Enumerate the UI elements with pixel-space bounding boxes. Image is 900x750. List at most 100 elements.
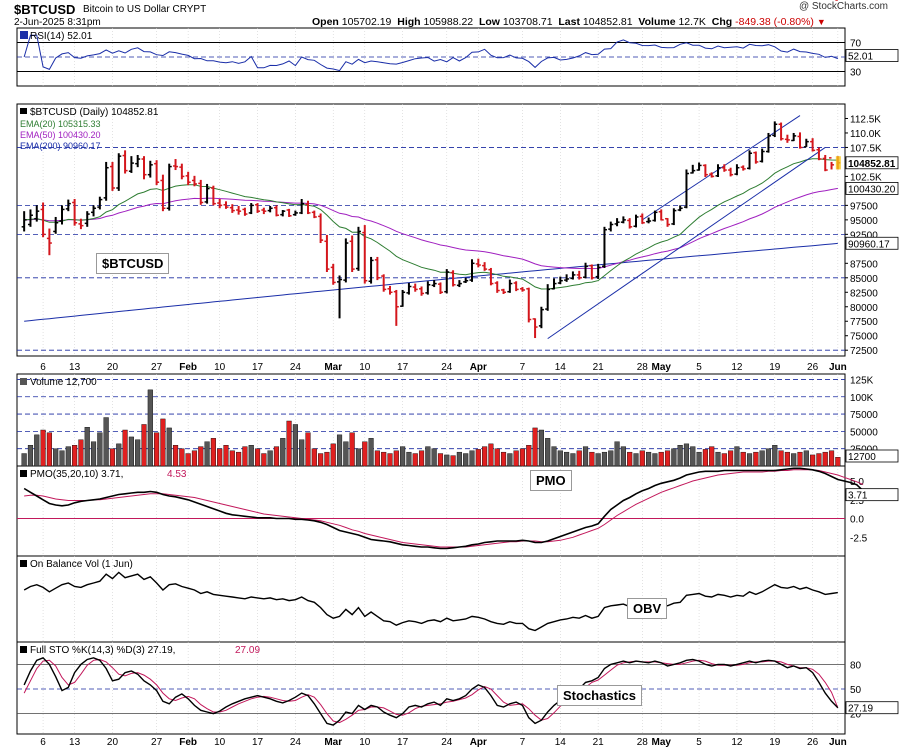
x-tick-bottom-22: Jun (829, 737, 847, 748)
volume-bar-118 (765, 448, 772, 467)
x-tick-bottom-13: 7 (520, 737, 526, 748)
pmo-tick-3: -2.5 (850, 533, 868, 544)
x-tick-top-2: 20 (107, 362, 119, 373)
x-tick-bottom-11: 24 (441, 737, 453, 748)
volume-bar-46 (311, 448, 317, 467)
volume-bar-127 (822, 451, 828, 467)
pmo-line (23, 467, 864, 550)
volume-bar-105 (683, 443, 690, 467)
ema50-last-value-box (845, 182, 899, 195)
x-tick-bottom-16: 28 (637, 737, 649, 748)
volume-bar-52 (349, 432, 355, 467)
volume-bar-34 (236, 451, 242, 467)
instrument-name: Bitcoin to US Dollar CRYPT (83, 4, 207, 15)
pmo-panel-frame (16, 465, 846, 557)
volume-legend-swatch (20, 378, 27, 385)
x-tick-top-10: 17 (397, 362, 409, 373)
obv-title: On Balance Vol (1 Jun) (30, 559, 133, 570)
volume-bar-97 (633, 453, 639, 467)
chart-header: $BTCUSD Bitcoin to US Dollar CRYPT 2-Jun… (0, 0, 900, 28)
volume-bar-60 (400, 446, 406, 467)
sto-last-value-box (845, 701, 899, 715)
volume-bar-29 (204, 441, 210, 467)
sto-legend-swatch (20, 646, 27, 653)
volume-bar-102 (664, 450, 671, 467)
volume-bar-109 (709, 446, 715, 467)
volume-bar-123 (797, 451, 803, 467)
volume-bar-15 (116, 443, 122, 467)
price-tick-13: 72500 (850, 346, 878, 357)
volume-bar-5 (53, 448, 59, 467)
volume-bar-12 (97, 432, 103, 467)
x-tick-bottom-9: 10 (359, 737, 371, 748)
pmo-title-signal: 4.53 (167, 469, 187, 480)
volume-bar-9 (78, 439, 84, 467)
channel-lower-line (547, 147, 826, 340)
volume-bar-22 (160, 418, 166, 467)
volume-bar-43 (292, 424, 298, 467)
price-legend-swatch (20, 108, 27, 114)
ema20-line (24, 158, 838, 290)
x-tick-bottom-4: Feb (179, 737, 197, 748)
x-tick-top-11: 24 (441, 362, 453, 373)
volume-bar-111 (721, 453, 727, 467)
volume-bar-114 (740, 451, 746, 467)
volume-bar-95 (620, 446, 626, 467)
volume-bar-17 (128, 436, 134, 467)
volume-bar-63 (418, 450, 425, 467)
volume-bar-96 (627, 451, 633, 467)
rsi-last-value: 52.01 (848, 52, 873, 63)
price-tick-5: 95000 (850, 216, 878, 227)
volume-last-value-box (845, 449, 899, 463)
volume-bar-86 (564, 451, 570, 467)
volume-bar-49 (330, 443, 336, 467)
x-tick-top-16: 28 (637, 362, 649, 373)
volume-bar-89 (582, 446, 589, 467)
volume-bar-66 (437, 453, 444, 467)
volume-bar-121 (784, 451, 790, 467)
volume-bar-85 (557, 450, 563, 467)
volume-bar-107 (696, 451, 702, 467)
chart-date: 2-Jun-2025 8:31pm (14, 17, 101, 28)
price-tick-12: 75000 (850, 332, 878, 343)
volume-bar-67 (444, 454, 450, 467)
pmo-title: PMO(35,20,10) 3.71, (30, 469, 123, 480)
price-tick-8: 85000 (850, 274, 878, 285)
volume-bar-100 (652, 453, 658, 467)
volume-bar-23 (166, 427, 172, 467)
volume-bar-70 (463, 453, 469, 467)
x-tick-top-6: 17 (252, 362, 264, 373)
price-last-value: 104852.81 (848, 159, 896, 170)
volume-bar-32 (223, 445, 229, 467)
volume-bar-38 (261, 453, 267, 467)
volume-bar-40 (273, 446, 280, 467)
sto-last-value: 27.19 (848, 704, 873, 715)
x-tick-bottom-19: 12 (731, 737, 743, 748)
pmo-last-value: 3.71 (848, 491, 868, 502)
x-tick-top-22: Jun (829, 362, 847, 373)
volume-bar-28 (198, 446, 204, 467)
price-tick-9: 82500 (850, 288, 878, 299)
watermark-label: @ StockCharts.com (798, 1, 888, 12)
sto-tick-1: 50 (850, 685, 862, 696)
pmo-box-label: PMO (530, 470, 572, 491)
price-tick-4: 97500 (850, 201, 878, 212)
volume-bar-13 (103, 417, 109, 467)
channel-upper-line (642, 115, 801, 221)
obv-box-label: OBV (627, 598, 668, 619)
volume-bar-59 (393, 450, 399, 467)
volume-bar-18 (135, 439, 141, 467)
sto-title: Full STO %K(14,3) %D(3) 27.19, (30, 645, 175, 656)
volume-bar-21 (154, 432, 160, 467)
pmo-legend-swatch (20, 470, 27, 477)
volume-bar-88 (576, 450, 582, 467)
pmo-signal-line (24, 469, 864, 548)
x-tick-top-21: 26 (807, 362, 819, 373)
volume-bar-50 (336, 434, 343, 467)
volume-bar-104 (677, 445, 683, 467)
volume-bar-14 (109, 448, 116, 467)
x-tick-top-8: Mar (324, 362, 342, 373)
volume-title: Volume 12,700 (30, 377, 97, 388)
pmo-last-value-box (845, 488, 899, 502)
